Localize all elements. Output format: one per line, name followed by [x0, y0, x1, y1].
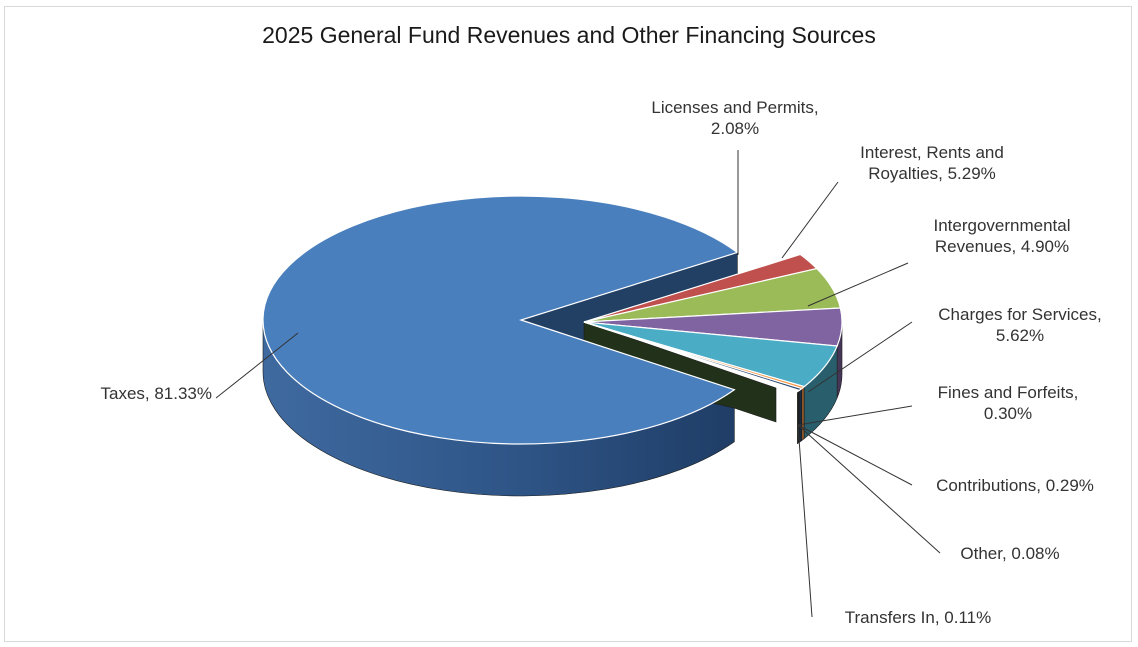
- data-label: Fines and Forfeits, 0.30%: [938, 383, 1079, 423]
- leader-line: [797, 424, 813, 618]
- data-label-line: Interest, Rents and: [860, 143, 1004, 162]
- pie-slice-transfers-in: [583, 321, 800, 393]
- data-label-line: Taxes, 81.33%: [100, 384, 212, 403]
- pie-slice-taxes: [262, 195, 739, 445]
- data-label: Other, 0.08%: [960, 544, 1059, 563]
- data-label: Taxes, 81.33%: [100, 384, 212, 403]
- data-label-line: Charges for Services,: [938, 305, 1101, 324]
- data-label: Contributions, 0.29%: [936, 476, 1094, 495]
- data-label-line: Licenses and Permits,: [651, 98, 818, 117]
- pie-slice-side: [797, 390, 799, 445]
- data-label: Interest, Rents and Royalties, 5.29%: [860, 143, 1004, 183]
- chart-title: 2025 General Fund Revenues and Other Fin…: [262, 22, 876, 48]
- data-label-line: Royalties, 5.29%: [868, 164, 996, 183]
- data-label-line: Fines and Forfeits,: [938, 383, 1079, 402]
- data-label: Transfers In, 0.11%: [845, 608, 991, 627]
- data-label-line: 0.30%: [984, 404, 1032, 423]
- pie-slice-side: [801, 385, 805, 442]
- data-label: Intergovernmental Revenues, 4.90%: [933, 216, 1070, 256]
- leader-line: [797, 424, 941, 554]
- data-label: Charges for Services, 5.62%: [938, 305, 1101, 345]
- data-label-line: Revenues, 4.90%: [935, 237, 1069, 256]
- data-label-line: Intergovernmental: [933, 216, 1070, 235]
- leader-line: [797, 424, 913, 486]
- data-label-line: 2.08%: [711, 119, 759, 138]
- leader-line: [781, 181, 839, 259]
- data-label: Licenses and Permits, 2.08%: [651, 98, 818, 138]
- pie-slice-side: [798, 387, 802, 444]
- data-label-line: 5.62%: [996, 326, 1044, 345]
- data-label-line: Other, 0.08%: [960, 544, 1059, 563]
- data-label-line: Contributions, 0.29%: [936, 476, 1094, 495]
- leader-line: [215, 332, 299, 399]
- leader-line: [797, 405, 913, 426]
- data-label-line: Transfers In, 0.11%: [845, 608, 991, 627]
- leader-line: [807, 262, 909, 307]
- leader-line: [807, 321, 913, 393]
